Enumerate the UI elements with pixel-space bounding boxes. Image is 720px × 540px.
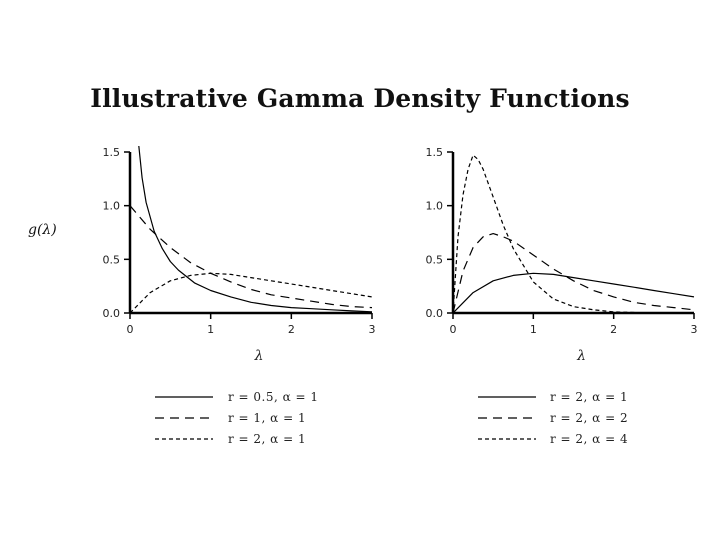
right-legend-label-2: r = 2, α = 2 — [550, 411, 628, 425]
left-y-tick-label: 1.0 — [103, 200, 121, 213]
left-y-tick-label: 0.0 — [103, 307, 121, 320]
left-x-tick-label: 2 — [288, 323, 295, 336]
left-legend-label-3: r = 2, α = 1 — [228, 432, 306, 446]
left-x-tick-label: 0 — [127, 323, 134, 336]
left-y-tick-label: 0.5 — [103, 253, 121, 266]
left-series-line-1 — [138, 146, 373, 313]
right-y-tick-label: 0.0 — [426, 307, 444, 320]
right-x-axis-label: λ — [576, 348, 586, 364]
left-x-tick-label: 3 — [369, 323, 376, 336]
left-x-axis-label: λ — [254, 348, 264, 364]
right-x-tick-label: 0 — [450, 323, 457, 336]
right-x-tick-label: 1 — [530, 323, 537, 336]
right-y-tick-label: 1.0 — [426, 200, 444, 213]
left-y-axis-label: g(λ) — [28, 222, 57, 238]
right-legend-label-1: r = 2, α = 1 — [550, 390, 628, 404]
right-series-line-1 — [453, 272, 695, 313]
slide-title: Illustrative Gamma Density Functions — [90, 84, 630, 113]
left-y-tick-label: 1.5 — [103, 146, 121, 159]
right-y-tick-label: 0.5 — [426, 253, 444, 266]
left-series-line-2 — [130, 205, 373, 309]
right-series-line-2 — [453, 233, 695, 313]
right-legend-label-3: r = 2, α = 4 — [550, 432, 628, 446]
left-legend-label-2: r = 1, α = 1 — [228, 411, 306, 425]
right-x-tick-label: 3 — [691, 323, 698, 336]
right-series-line-3 — [453, 154, 694, 313]
left-x-tick-label: 1 — [207, 323, 214, 336]
left-legend-label-1: r = 0.5, α = 1 — [228, 390, 319, 404]
left-series-line-3 — [130, 272, 373, 313]
right-y-tick-label: 1.5 — [426, 146, 444, 159]
right-x-tick-label: 2 — [610, 323, 617, 336]
